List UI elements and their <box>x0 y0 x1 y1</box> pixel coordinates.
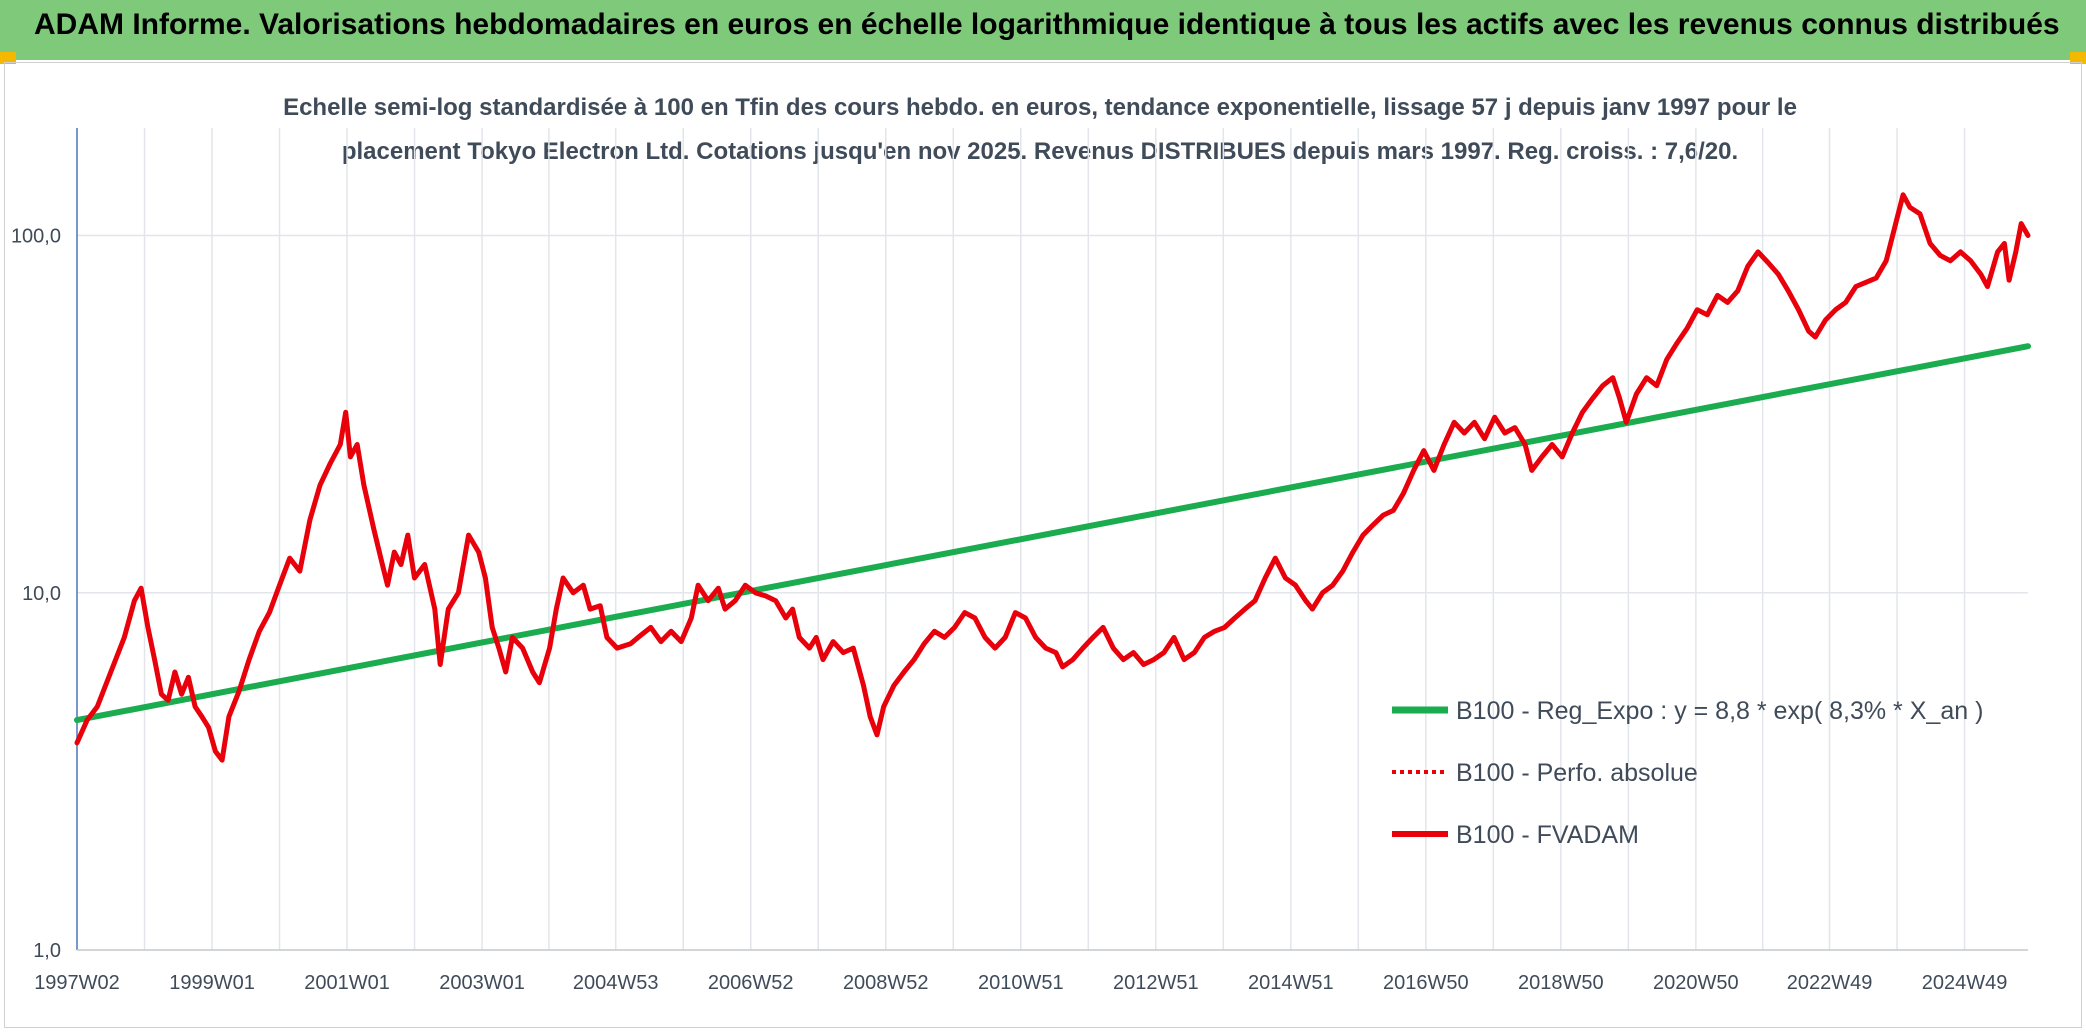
x-tick-label: 2004W53 <box>573 972 659 994</box>
x-tick-label: 2022W49 <box>1787 972 1873 994</box>
x-tick-label: 2001W01 <box>304 972 390 994</box>
legend: B100 - Reg_Expo : y = 8,8 * exp( 8,3% * … <box>1392 697 1983 849</box>
x-tick-label: 2006W52 <box>708 972 794 994</box>
x-tick-label: 2016W50 <box>1383 972 1469 994</box>
x-tick-label: 2010W51 <box>978 972 1064 994</box>
x-tick-label: 2020W50 <box>1653 972 1739 994</box>
chart-subtitle-line-2: placement Tokyo Electron Ltd. Cotations … <box>341 138 1739 165</box>
corner-accent-left <box>0 52 16 64</box>
series <box>74 192 2031 763</box>
y-tick-label: 100,0 <box>11 226 61 248</box>
report-title: ADAM Informe. Valorisations hebdomadaire… <box>34 8 2060 41</box>
legend-label: B100 - Perfo. absolue <box>1456 759 1698 787</box>
chart-subtitle-line-1: Echelle semi-log standardisée à 100 en T… <box>283 94 1797 121</box>
x-tick-label: 2014W51 <box>1248 972 1334 994</box>
y-tick-label: 10,0 <box>22 583 61 605</box>
x-tick-label: 2012W51 <box>1113 972 1199 994</box>
grid <box>77 128 2028 951</box>
series-line-2 <box>74 192 2031 763</box>
legend-label: B100 - FVADAM <box>1456 821 1639 849</box>
x-tick-label: 2003W01 <box>439 972 525 994</box>
x-tick-label: 2024W49 <box>1922 972 2008 994</box>
x-tick-label: 1997W02 <box>34 972 120 994</box>
series-line-0 <box>74 343 2031 724</box>
x-tick-label: 2008W52 <box>843 972 929 994</box>
legend-label: B100 - Reg_Expo : y = 8,8 * exp( 8,3% * … <box>1456 697 1983 725</box>
x-tick-label: 2018W50 <box>1518 972 1604 994</box>
chart-frame <box>4 62 2082 1028</box>
axes: 1,0 10,0 100,0 1997W02 1999W01 2001W01 2003W01… <box>11 128 2028 994</box>
y-tick-label: 1,0 <box>33 940 61 962</box>
x-tick-label: 1999W01 <box>169 972 255 994</box>
corner-accent-right <box>2070 52 2086 64</box>
chart-subtitle: Echelle semi-log standardisée à 100 en T… <box>180 86 1900 174</box>
header-bar <box>0 0 2086 60</box>
